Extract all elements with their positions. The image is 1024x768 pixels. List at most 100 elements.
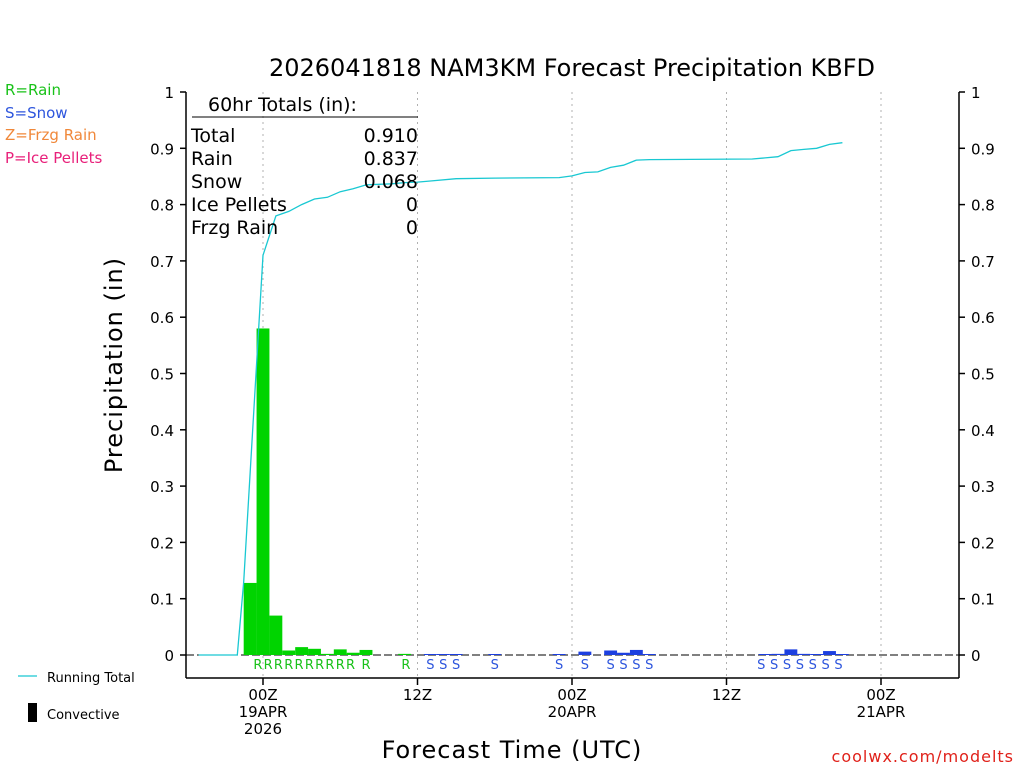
y-tick-label-left-3: 0.3	[150, 478, 174, 496]
y-tick-label-right-7: 0.7	[971, 253, 995, 271]
x-tick-label-1-0: 12Z	[403, 686, 432, 704]
precip-bar-20	[642, 654, 656, 655]
precip-bar-5	[308, 648, 321, 655]
running-total-line	[198, 142, 843, 656]
precip-bar-13	[449, 654, 463, 655]
vertical-grid-lines	[262, 92, 882, 678]
precip-bar-26	[823, 651, 836, 655]
x-tick-label-4-1: 21APR	[857, 703, 906, 721]
precip-bar-9	[359, 649, 373, 655]
precip-bar-4	[295, 647, 309, 655]
y-tick-label-left-1: 0.1	[150, 591, 174, 609]
ptype-label-1: R	[264, 658, 273, 673]
precip-bar-18	[617, 652, 630, 655]
chart-title: 2026041818 NAM3KM Forecast Precipitation…	[269, 54, 875, 82]
y-tick-label-left-5: 0.5	[150, 366, 174, 384]
ptype-label-23: S	[770, 658, 778, 673]
precip-bar-27	[835, 654, 849, 655]
precip-bar-21	[758, 654, 772, 655]
y-tick-label-right-4: 0.4	[971, 422, 995, 440]
y-tick-label-right-10: 1	[971, 84, 981, 102]
ptype-label-15: S	[491, 658, 499, 673]
legend-freezing-rain: Z=Frzg Rain	[5, 126, 97, 144]
plot-area: 0 0.1 0.2 0.3 0.4 0.5 0.6 0.7 0.8 0.9 1 0 0.1 0.2 0.3…	[150, 84, 995, 738]
y-tick-label-left-9: 0.9	[150, 140, 174, 158]
ptype-label-7: R	[325, 658, 334, 673]
totals-header: 60hr Totals (in):	[208, 94, 357, 116]
ptype-label-24: S	[783, 658, 791, 673]
x-tick-label-0-2: 2026	[244, 720, 282, 738]
ptype-label-13: S	[439, 658, 447, 673]
precip-bar-24	[797, 653, 811, 655]
precip-bar-1	[256, 328, 270, 655]
y-tick-label-right-3: 0.3	[971, 478, 995, 496]
precip-bar-23	[784, 649, 798, 655]
x-tick-label-2-1: 20APR	[548, 703, 597, 721]
ptype-label-25: S	[796, 658, 804, 673]
precip-bar-22	[771, 653, 785, 655]
precip-bar-12	[436, 654, 450, 655]
y-tick-label-right-5: 0.5	[971, 366, 995, 384]
y-tick-label-right-8: 0.8	[971, 197, 995, 215]
ptype-label-3: R	[284, 658, 293, 673]
ptype-label-10: R	[361, 658, 370, 673]
totals-box: 60hr Totals (in): Total 0.910 Rain 0.837…	[190, 94, 418, 239]
totals-label-ice-pellets: Ice Pellets	[191, 194, 287, 216]
totals-label-rain: Rain	[191, 148, 233, 170]
ptype-label-20: S	[632, 658, 640, 673]
y-tick-label-left-7: 0.7	[150, 253, 174, 271]
totals-label-freezing-rain: Frzg Rain	[191, 217, 278, 239]
precip-bar-11	[423, 654, 437, 655]
precip-bar-10	[398, 653, 412, 655]
x-tick-label-0-0: 00Z	[248, 686, 277, 704]
y-axis-left: 0 0.1 0.2 0.3 0.4 0.5 0.6 0.7 0.8 0.9 1	[150, 84, 186, 665]
y-axis-label: Precipitation (in)	[100, 257, 128, 473]
legend-rain: R=Rain	[5, 81, 61, 99]
precip-bar-14	[488, 654, 502, 655]
ptype-label-5: R	[305, 658, 314, 673]
ptype-label-11: R	[401, 658, 410, 673]
precip-bar-19	[629, 649, 643, 655]
ptype-label-26: S	[809, 658, 817, 673]
running-total-legend-label: Running Total	[47, 671, 135, 686]
totals-value-total: 0.910	[364, 125, 418, 147]
ptype-legend: R=Rain S=Snow Z=Frzg Rain P=Ice Pellets	[5, 81, 102, 167]
legend-snow: S=Snow	[5, 104, 68, 122]
y-tick-label-left-2: 0.2	[150, 534, 174, 552]
totals-value-rain: 0.837	[364, 148, 418, 170]
precip-bar-0	[243, 582, 257, 655]
totals-label-total: Total	[190, 125, 235, 147]
precip-bar-16	[578, 651, 592, 655]
precip-bars	[243, 328, 849, 655]
y-tick-label-right-9: 0.9	[971, 140, 995, 158]
ptype-label-27: S	[822, 658, 830, 673]
precip-bar-2	[269, 615, 283, 655]
precip-bar-17	[604, 650, 618, 655]
totals-value-snow: 0.068	[364, 171, 418, 193]
y-tick-label-left-6: 0.6	[150, 309, 174, 327]
y-tick-label-right-1: 0.1	[971, 591, 995, 609]
precip-bar-7	[333, 649, 347, 655]
ptype-label-21: S	[645, 658, 653, 673]
ptype-label-4: R	[295, 658, 304, 673]
x-tick-label-0-1: 19APR	[239, 703, 288, 721]
ptype-label-9: R	[346, 658, 355, 673]
legend-ice-pellets: P=Ice Pellets	[5, 149, 102, 167]
ptype-label-18: S	[606, 658, 614, 673]
y-axis-right: 0 0.1 0.2 0.3 0.4 0.5 0.6 0.7 0.8 0.9 1	[959, 84, 995, 665]
y-tick-label-left-0: 0	[164, 647, 174, 665]
ptype-label-14: S	[452, 658, 460, 673]
ptype-label-19: S	[619, 658, 627, 673]
ptype-label-22: S	[757, 658, 765, 673]
y-tick-label-left-4: 0.4	[150, 422, 174, 440]
y-tick-label-right-0: 0	[971, 647, 981, 665]
y-tick-label-left-8: 0.8	[150, 197, 174, 215]
ptype-label-17: S	[581, 658, 589, 673]
ptype-label-16: S	[555, 658, 563, 673]
y-tick-label-right-2: 0.2	[971, 534, 995, 552]
y-tick-label-right-6: 0.6	[971, 309, 995, 327]
convective-legend-swatch	[28, 703, 37, 722]
precip-bar-25	[810, 654, 824, 655]
y-tick-label-left-10: 1	[164, 84, 174, 102]
